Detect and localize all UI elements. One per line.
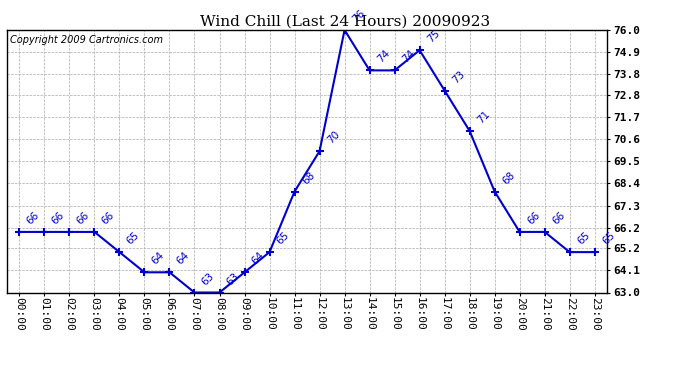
Text: 66: 66 [550, 210, 566, 226]
Text: 68: 68 [300, 170, 317, 186]
Text: Wind Chill (Last 24 Hours) 20090923: Wind Chill (Last 24 Hours) 20090923 [200, 15, 490, 29]
Text: 66: 66 [525, 210, 542, 226]
Text: 76: 76 [350, 8, 366, 24]
Text: 66: 66 [25, 210, 41, 226]
Text: 70: 70 [325, 129, 342, 146]
Text: 66: 66 [50, 210, 66, 226]
Text: 65: 65 [600, 230, 617, 246]
Text: Copyright 2009 Cartronics.com: Copyright 2009 Cartronics.com [10, 35, 163, 45]
Text: 64: 64 [250, 250, 266, 267]
Text: 74: 74 [400, 48, 417, 65]
Text: 74: 74 [375, 48, 392, 65]
Text: 63: 63 [200, 270, 217, 287]
Text: 64: 64 [150, 250, 166, 267]
Text: 75: 75 [425, 28, 442, 45]
Text: 66: 66 [75, 210, 92, 226]
Text: 64: 64 [175, 250, 192, 267]
Text: 71: 71 [475, 109, 492, 125]
Text: 65: 65 [575, 230, 592, 246]
Text: 65: 65 [125, 230, 141, 246]
Text: 65: 65 [275, 230, 292, 246]
Text: 68: 68 [500, 170, 517, 186]
Text: 63: 63 [225, 270, 241, 287]
Text: 66: 66 [100, 210, 117, 226]
Text: 73: 73 [450, 69, 466, 85]
